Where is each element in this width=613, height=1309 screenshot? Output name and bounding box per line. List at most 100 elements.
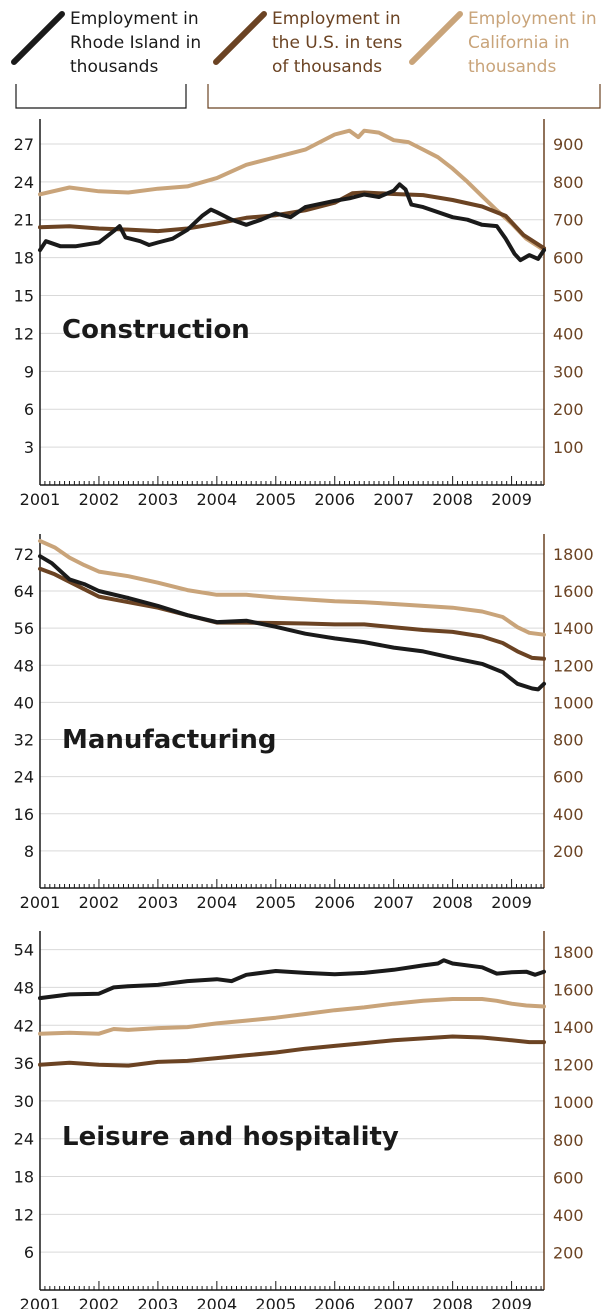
x-tick-label: 2001	[20, 490, 61, 509]
x-tick-label: 2001	[20, 1295, 61, 1309]
x-tick-label: 2004	[196, 1295, 237, 1309]
x-tick-label: 2005	[255, 893, 296, 912]
right-tick-label: 1200	[553, 1056, 594, 1075]
chart-panel: 6 12 18 24 30 36 42 48 54 200 400 600 800 1000 1200 140…	[14, 931, 594, 1309]
x-tick-label: 2007	[373, 1295, 414, 1309]
x-tick-label: 2003	[138, 490, 179, 509]
legend-label: Employment in	[70, 9, 199, 29]
right-tick-label: 200	[553, 400, 584, 419]
chart-panel: 8 16 24 32 40 48 56 64 72 200 400 600 800 1000 1200 140…	[14, 534, 594, 912]
right-tick-label: 500	[553, 287, 584, 306]
left-tick-label: 27	[14, 135, 34, 154]
left-axis-bracket	[15, 84, 187, 109]
right-tick-label: 600	[553, 768, 584, 787]
legend-label: thousands	[468, 57, 556, 77]
legend-label: of thousands	[272, 57, 382, 77]
series-line-ca	[38, 997, 546, 1036]
series-line-us	[38, 566, 546, 661]
legend-entry: Employment in the U.S. in tens of thousand…	[213, 9, 403, 77]
left-tick-label: 48	[14, 656, 34, 675]
series-line-us	[38, 1034, 546, 1068]
legend-swatch	[213, 11, 267, 65]
left-tick-label: 6	[24, 400, 34, 419]
left-tick-label: 72	[14, 545, 34, 564]
x-tick-label: 2003	[138, 893, 179, 912]
left-tick-label: 8	[24, 842, 34, 861]
series-line-ri	[38, 182, 546, 263]
x-tick-label: 2004	[196, 490, 237, 509]
right-tick-label: 1000	[553, 1093, 594, 1112]
legend-swatch	[409, 11, 463, 65]
right-tick-label: 200	[553, 842, 584, 861]
legend-label: California in	[468, 33, 570, 53]
right-tick-label: 300	[553, 362, 584, 381]
left-tick-label: 16	[14, 805, 34, 824]
left-tick-label: 32	[14, 731, 34, 750]
right-tick-label: 1600	[553, 582, 594, 601]
right-tick-label: 600	[553, 1168, 584, 1187]
right-tick-label: 700	[553, 211, 584, 230]
left-tick-label: 6	[24, 1243, 34, 1262]
right-tick-label: 400	[553, 1206, 584, 1225]
left-tick-label: 18	[14, 249, 34, 268]
left-tick-label: 56	[14, 619, 34, 638]
legend-entry: Employment in California in thousands	[409, 9, 597, 77]
left-tick-label: 54	[14, 941, 34, 960]
x-tick-label: 2009	[491, 893, 532, 912]
left-tick-label: 3	[24, 438, 34, 457]
x-tick-label: 2003	[138, 1295, 179, 1309]
panel-title: Manufacturing	[62, 725, 277, 755]
left-tick-label: 24	[14, 173, 34, 192]
series-line-ca	[38, 128, 546, 253]
x-tick-label: 2005	[255, 1295, 296, 1309]
x-tick-label: 2006	[314, 1295, 355, 1309]
series-line-ri	[38, 958, 546, 1001]
left-tick-label: 15	[14, 287, 34, 306]
right-tick-label: 1800	[553, 943, 594, 962]
right-tick-label: 800	[553, 173, 584, 192]
left-tick-label: 12	[14, 1205, 34, 1224]
x-tick-label: 2008	[432, 1295, 473, 1309]
right-tick-label: 800	[553, 1131, 584, 1150]
right-tick-label: 1400	[553, 1018, 594, 1037]
left-tick-label: 21	[14, 211, 34, 230]
left-tick-label: 24	[14, 1130, 34, 1149]
x-tick-label: 2009	[491, 1295, 532, 1309]
legend-entry: Employment in Rhode Island in thousands	[11, 9, 201, 77]
right-tick-label: 1800	[553, 545, 594, 564]
right-tick-label: 400	[553, 805, 584, 824]
x-tick-label: 2009	[491, 490, 532, 509]
chart-panels: 3691215182124271002003004005006007008009…	[14, 119, 594, 1309]
x-tick-label: 2001	[20, 893, 61, 912]
x-tick-label: 2005	[255, 490, 296, 509]
left-tick-label: 24	[14, 768, 34, 787]
right-tick-label: 400	[553, 324, 584, 343]
x-tick-label: 2002	[79, 893, 120, 912]
x-tick-label: 2007	[373, 893, 414, 912]
x-tick-label: 2002	[79, 490, 120, 509]
legend-label: the U.S. in tens	[272, 33, 403, 53]
left-tick-label: 64	[14, 582, 34, 601]
series-line-ca	[38, 538, 546, 637]
left-tick-label: 12	[14, 324, 34, 343]
left-tick-label: 40	[14, 693, 34, 712]
chart-panel: 3 6 9 12 15 18 21 24 27 100 200 300 400 500 600 700 800 9…	[14, 119, 584, 509]
panel-title: Construction	[62, 315, 250, 345]
x-tick-label: 2008	[432, 893, 473, 912]
right-tick-label: 1600	[553, 981, 594, 1000]
right-tick-label: 100	[553, 438, 584, 457]
right-axis-bracket	[207, 84, 601, 109]
right-tick-label: 1400	[553, 619, 594, 638]
right-tick-label: 1000	[553, 693, 594, 712]
legend-label: thousands	[70, 57, 158, 77]
right-tick-label: 800	[553, 731, 584, 750]
x-tick-label: 2006	[314, 490, 355, 509]
legend-label: Employment in	[468, 9, 597, 29]
x-tick-label: 2006	[314, 893, 355, 912]
series-line-ri	[38, 554, 546, 692]
x-tick-label: 2007	[373, 490, 414, 509]
legend-swatch	[11, 11, 65, 65]
